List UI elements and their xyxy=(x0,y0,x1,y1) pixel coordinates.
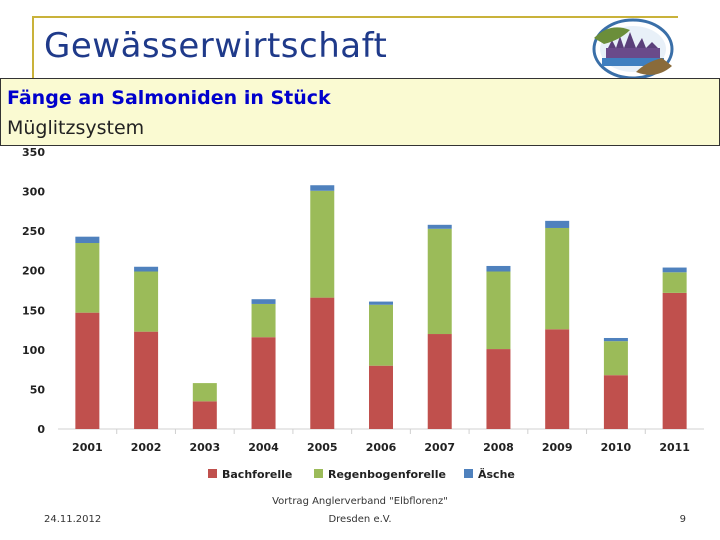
x-tick-label: 2003 xyxy=(190,441,221,454)
bar-regenbogenforelle-2005 xyxy=(310,190,335,298)
x-tick-label: 2001 xyxy=(72,441,103,454)
bar-regenbogenforelle-2008 xyxy=(486,271,511,350)
frame-left-rule xyxy=(32,16,34,78)
y-tick-label: 350 xyxy=(22,146,45,159)
x-tick-label: 2004 xyxy=(248,441,279,454)
bar-äsche-2002 xyxy=(134,266,159,272)
club-logo-icon xyxy=(592,18,674,80)
bar-äsche-2006 xyxy=(369,301,393,305)
legend-swatch-regenbogenforelle xyxy=(314,469,323,478)
bar-äsche-2010 xyxy=(603,337,628,342)
bar-regenbogenforelle-2002 xyxy=(134,271,159,332)
y-tick-label: 50 xyxy=(30,383,46,396)
bar-bachforelle-2005 xyxy=(310,297,335,429)
bar-äsche-2011 xyxy=(662,267,687,273)
footer-date: 24.11.2012 xyxy=(44,514,102,525)
bar-regenbogenforelle-2006 xyxy=(369,304,393,366)
x-tick-label: 2011 xyxy=(659,441,690,454)
y-tick-label: 250 xyxy=(22,225,45,238)
bar-regenbogenforelle-2011 xyxy=(662,272,687,293)
bar-bachforelle-2004 xyxy=(251,337,276,429)
chart-heading-banner: Fänge an Salmoniden in Stück Müglitzsyst… xyxy=(0,78,720,146)
x-tick-label: 2006 xyxy=(366,441,397,454)
page-title: Gewässerwirtschaft xyxy=(44,26,388,66)
bar-äsche-2004 xyxy=(251,299,276,304)
bar-äsche-2009 xyxy=(545,220,570,228)
bar-regenbogenforelle-2007 xyxy=(427,228,452,335)
y-tick-label: 300 xyxy=(22,186,45,199)
legend-swatch-äsche xyxy=(464,469,473,478)
chart-subtitle: Müglitzsystem xyxy=(7,117,145,139)
x-tick-label: 2005 xyxy=(307,441,338,454)
bar-bachforelle-2007 xyxy=(427,334,452,429)
x-tick-label: 2007 xyxy=(424,441,455,454)
bar-bachforelle-2002 xyxy=(134,331,159,429)
bar-bachforelle-2009 xyxy=(545,329,570,429)
legend-swatch-bachforelle xyxy=(208,469,217,478)
chart-title: Fänge an Salmoniden in Stück xyxy=(7,87,331,109)
bar-bachforelle-2008 xyxy=(486,349,511,429)
footer-center-line1: Vortrag Anglerverband "Elbflorenz" xyxy=(272,496,448,507)
bar-äsche-2005 xyxy=(310,185,335,191)
bar-regenbogenforelle-2003 xyxy=(192,383,217,402)
y-tick-label: 100 xyxy=(22,344,45,357)
x-tick-label: 2009 xyxy=(542,441,573,454)
bar-regenbogenforelle-2009 xyxy=(545,227,570,330)
legend-label: Bachforelle xyxy=(222,468,292,481)
frame-top-rule xyxy=(32,16,678,18)
x-tick-label: 2002 xyxy=(131,441,162,454)
bar-regenbogenforelle-2010 xyxy=(603,341,628,376)
bar-äsche-2008 xyxy=(486,265,511,272)
legend-label: Regenbogenforelle xyxy=(328,468,446,481)
bar-bachforelle-2003 xyxy=(192,401,217,429)
footer-center-line2: Dresden e.V. xyxy=(328,514,392,525)
y-tick-label: 150 xyxy=(22,304,45,317)
bar-bachforelle-2006 xyxy=(369,365,393,429)
x-tick-label: 2010 xyxy=(601,441,632,454)
y-tick-label: 200 xyxy=(22,265,45,278)
bar-äsche-2001 xyxy=(75,236,100,244)
bar-bachforelle-2010 xyxy=(603,375,628,429)
y-tick-label: 0 xyxy=(37,423,45,436)
bar-äsche-2007 xyxy=(427,224,452,229)
bar-regenbogenforelle-2004 xyxy=(251,303,276,338)
bar-bachforelle-2011 xyxy=(662,292,687,429)
stacked-bar-chart: 0 50 100 150 200 250 300 350 2001 2002 2003 2004 200… xyxy=(22,146,704,481)
footer-page-number: 9 xyxy=(679,514,686,525)
x-tick-label: 2008 xyxy=(483,441,514,454)
bar-bachforelle-2001 xyxy=(75,312,100,429)
legend-label: Äsche xyxy=(478,467,515,481)
bar-regenbogenforelle-2001 xyxy=(75,243,100,313)
